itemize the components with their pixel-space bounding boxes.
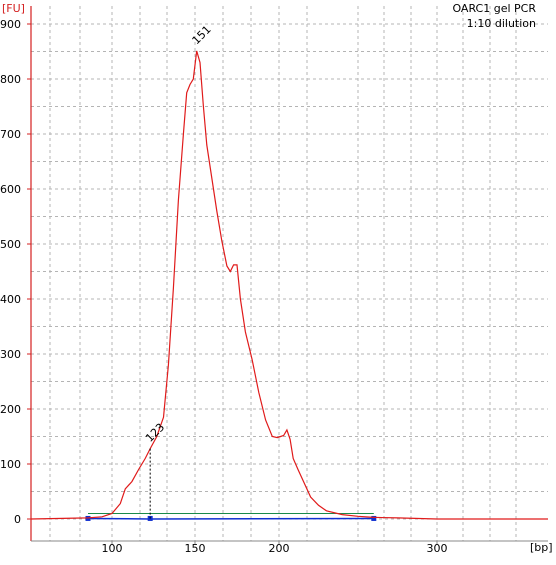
y-tick-label: 600 bbox=[0, 183, 21, 196]
peak-label: 123 bbox=[143, 421, 167, 445]
chart-title: OARC1 gel PCR bbox=[452, 2, 536, 15]
y-axis-unit: [FU] bbox=[2, 2, 25, 15]
y-tick-label: 100 bbox=[0, 458, 21, 471]
baseline-line bbox=[87, 517, 374, 520]
y-tick-label: 500 bbox=[0, 238, 21, 251]
trace-series bbox=[30, 50, 548, 520]
grid-lines bbox=[31, 6, 548, 541]
y-tick-label: 200 bbox=[0, 403, 21, 416]
y-tick-label: 900 bbox=[0, 18, 21, 31]
y-tick-label: 0 bbox=[14, 513, 21, 526]
baseline-marker bbox=[371, 515, 377, 521]
y-tick-labels: 0 100 200 300 400 500 600 700 800 900 bbox=[0, 18, 31, 526]
y-tick-label: 700 bbox=[0, 128, 21, 141]
peak-label: 151 bbox=[190, 23, 214, 47]
x-tick-label: 300 bbox=[427, 542, 448, 555]
x-tick-label: 150 bbox=[185, 542, 206, 555]
x-tick-label: 100 bbox=[102, 542, 123, 555]
trace-line bbox=[30, 50, 548, 520]
chart-subtitle: 1:10 dilution bbox=[467, 17, 536, 30]
y-tick-label: 400 bbox=[0, 293, 21, 306]
y-tick-label: 300 bbox=[0, 348, 21, 361]
x-tick-label: 200 bbox=[269, 542, 290, 555]
x-axis-unit: [bp] bbox=[530, 541, 553, 554]
y-tick-label: 800 bbox=[0, 73, 21, 86]
x-tick-labels: 100 150 200 300 bbox=[102, 541, 448, 555]
baseline-integration bbox=[85, 513, 377, 521]
